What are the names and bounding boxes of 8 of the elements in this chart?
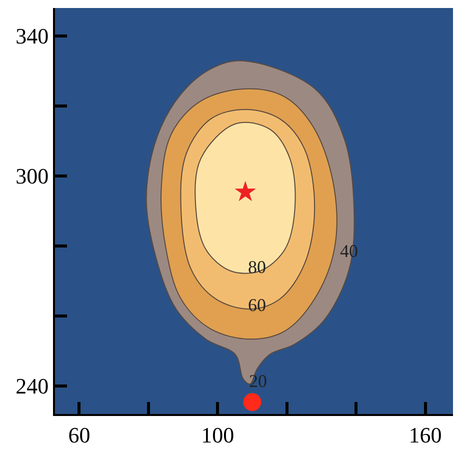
x-tick-label: 100 [201,422,234,448]
annotation: 20 [249,371,267,391]
y-tick-label: 300 [16,164,49,189]
y-tick-label: 340 [16,24,49,49]
annotation: 80 [248,257,266,277]
y-tick-label: 240 [16,374,49,399]
x-tick-label: 60 [68,422,90,448]
x-tick-label: 160 [408,422,442,448]
